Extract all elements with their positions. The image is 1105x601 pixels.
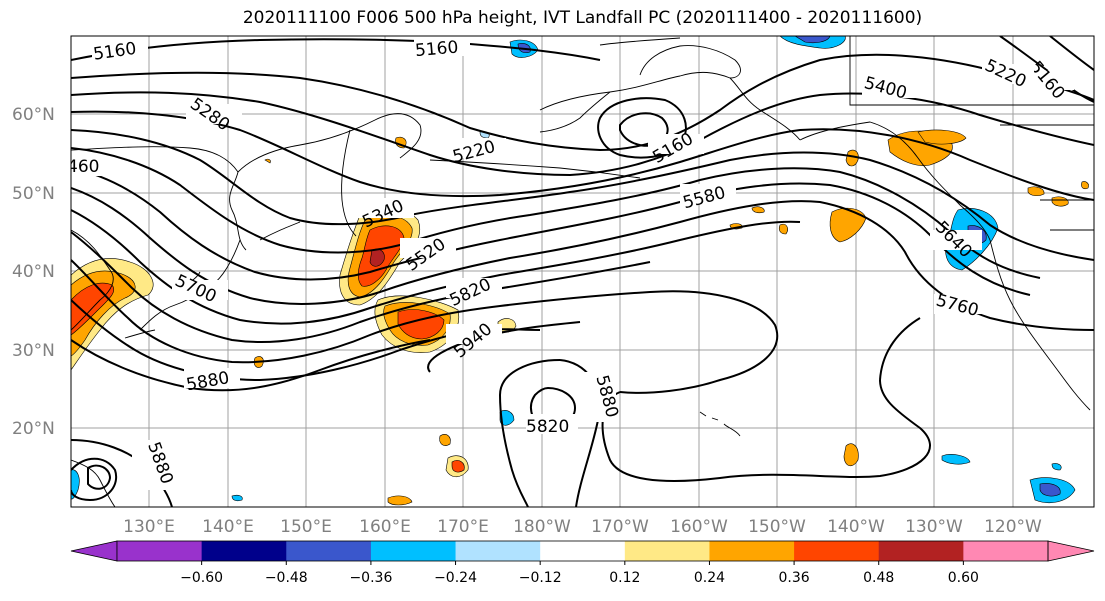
colorbar-segment <box>963 541 1049 561</box>
colorbar-tick-label: 0.48 <box>863 570 894 586</box>
colorbar-tick-label: −0.12 <box>519 570 562 586</box>
lon-label: 140°E <box>202 517 254 537</box>
lat-label: 60°N <box>12 105 55 125</box>
contour-label: 5820 <box>526 417 569 437</box>
contour-labels: 5160 5160 5160 5160 5280 5220 5220 5400 … <box>67 36 1074 490</box>
lat-label: 20°N <box>12 419 55 439</box>
colorbar-segment <box>624 541 710 561</box>
colorbar: −0.60 −0.48 −0.36 −0.24 −0.12 0.12 0.24 0.36 0.4… <box>70 540 1095 586</box>
lon-label: 160°E <box>359 517 411 537</box>
coastlines <box>71 36 1094 507</box>
longitude-labels: 130°E 140°E 150°E 160°E 170°E 180°W 170°… <box>123 517 1042 537</box>
lon-label: 130°W <box>905 517 963 537</box>
lat-label: 30°N <box>12 341 55 361</box>
colorbar-tick-label: −0.60 <box>180 570 223 586</box>
lon-label: 140°W <box>827 517 885 537</box>
lon-label: 170°E <box>437 517 489 537</box>
lat-label: 40°N <box>12 262 55 282</box>
colorbar-extend-min <box>70 540 118 562</box>
colorbar-tick-label: −0.24 <box>434 570 477 586</box>
lon-label: 130°E <box>123 517 175 537</box>
map-title: 2020111100 F006 500 hPa height, IVT Land… <box>242 8 923 28</box>
colorbar-segment <box>878 541 964 561</box>
lon-label: 120°W <box>984 517 1042 537</box>
lat-label: 50°N <box>12 184 55 204</box>
colorbar-segment <box>201 541 287 561</box>
colorbar-tick-label: 0.12 <box>609 570 640 586</box>
lon-label: 180°W <box>513 517 571 537</box>
latitude-labels: 60°N 50°N 40°N 30°N 20°N <box>12 105 55 439</box>
lon-label: 170°W <box>591 517 649 537</box>
colorbar-extend-max <box>1047 540 1095 562</box>
colorbar-segment <box>455 541 541 561</box>
lon-label: 150°W <box>748 517 806 537</box>
contour-label: 460 <box>67 157 99 177</box>
colorbar-segment <box>117 541 203 561</box>
colorbar-tick-label: 0.24 <box>694 570 725 586</box>
colorbar-tick-label: 0.36 <box>779 570 810 586</box>
colorbar-segment <box>709 541 795 561</box>
map-border <box>70 35 1095 508</box>
colorbar-tick-label: −0.36 <box>349 570 392 586</box>
colorbar-tick-label: 0.60 <box>948 570 979 586</box>
colorbar-segment <box>794 541 880 561</box>
gridlines <box>71 36 1094 507</box>
lon-label: 150°E <box>280 517 332 537</box>
colorbar-tick-label: −0.48 <box>265 570 308 586</box>
contour-label: 5160 <box>414 37 459 61</box>
colorbar-segment <box>370 541 457 561</box>
colorbar-segment <box>286 541 372 561</box>
ivt-positive-shading <box>71 129 1089 506</box>
lon-label: 160°W <box>670 517 728 537</box>
height-contours <box>71 36 1094 507</box>
colorbar-outline <box>116 540 1049 562</box>
colorbar-segment <box>540 541 626 561</box>
